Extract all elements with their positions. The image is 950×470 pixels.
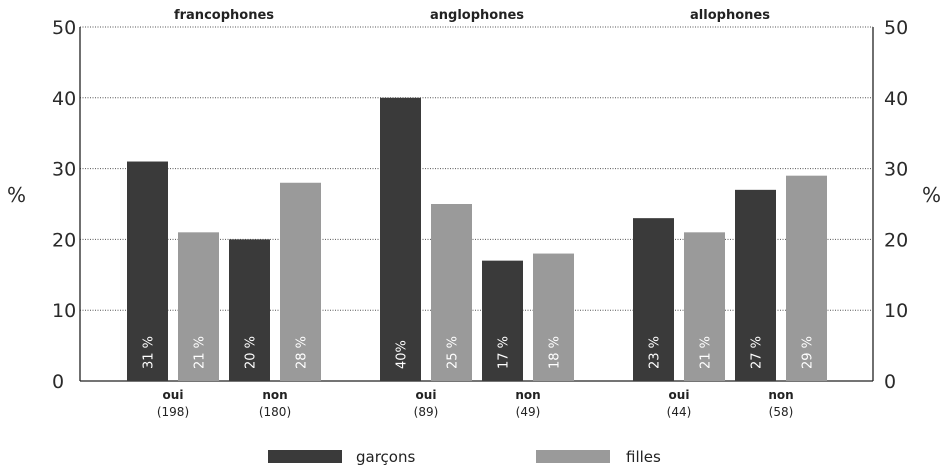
category-label: oui: [163, 388, 184, 402]
legend: garçons filles: [268, 448, 661, 466]
y-tick-right: 10: [884, 300, 908, 322]
y-unit-right: %: [922, 183, 941, 207]
labels-layer: francophones 31 % 21 % oui (198) 20 % 28 % non (…: [142, 8, 816, 419]
category-count: (44): [667, 405, 692, 419]
legend-swatch-filles: [536, 450, 610, 463]
bar-garcons: [380, 97, 421, 382]
legend-label-garcons: garçons: [356, 448, 415, 466]
y-tick-left: 40: [52, 88, 76, 110]
bar-value-label: 20 %: [244, 336, 259, 369]
y-tick-left: 0: [52, 371, 64, 393]
y-tick-left: 30: [52, 159, 76, 181]
legend-swatch-garcons: [268, 450, 342, 463]
bar-value-label: 21 %: [193, 336, 208, 369]
category-label: non: [262, 388, 287, 402]
bar-filles: [684, 232, 725, 381]
y-tick-left: 10: [52, 300, 76, 322]
bar-value-label: 25 %: [446, 336, 461, 369]
y-unit-left: %: [7, 183, 26, 207]
bar-garcons: [482, 260, 523, 381]
category-count: (49): [516, 405, 541, 419]
legend-label-filles: filles: [626, 448, 661, 466]
bar-value-label: 21 %: [699, 336, 714, 369]
y-tick-right: 30: [884, 159, 908, 181]
category-count: (58): [769, 405, 794, 419]
y-tick-right: 0: [884, 371, 896, 393]
y-tick-left: 50: [52, 17, 76, 39]
group-title: allophones: [690, 8, 770, 23]
y-tick-right: 40: [884, 88, 908, 110]
bar-filles: [533, 253, 574, 381]
bar-garcons: [735, 189, 776, 381]
category-label: non: [768, 388, 793, 402]
category-label: oui: [416, 388, 437, 402]
bar-value-label: 31 %: [142, 336, 157, 369]
bar-garcons: [229, 239, 270, 381]
y-tick-right: 20: [884, 229, 908, 251]
category-label: non: [515, 388, 540, 402]
bar-value-label: 29 %: [801, 336, 816, 369]
y-tick-right: 50: [884, 17, 908, 39]
bar-value-label: 18 %: [548, 336, 563, 369]
bar-garcons: [127, 161, 168, 381]
bar-value-label: 23 %: [648, 336, 663, 369]
y-tick-left: 20: [52, 229, 76, 251]
category-count: (180): [259, 405, 291, 419]
category-count: (198): [157, 405, 189, 419]
bar-filles: [178, 232, 219, 381]
category-count: (89): [414, 405, 439, 419]
bar-filles: [431, 204, 472, 381]
category-label: oui: [669, 388, 690, 402]
bar-filles: [786, 175, 827, 381]
bar-value-label: 28 %: [295, 336, 310, 369]
bar-garcons: [633, 218, 674, 381]
bar-value-label: 27 %: [750, 336, 765, 369]
bars-layer: [127, 97, 827, 382]
bar-value-label: 40%: [395, 340, 410, 369]
group-title: anglophones: [430, 8, 524, 23]
bar-filles: [280, 182, 321, 381]
group-title: francophones: [174, 8, 274, 23]
bar-value-label: 17 %: [497, 336, 512, 369]
